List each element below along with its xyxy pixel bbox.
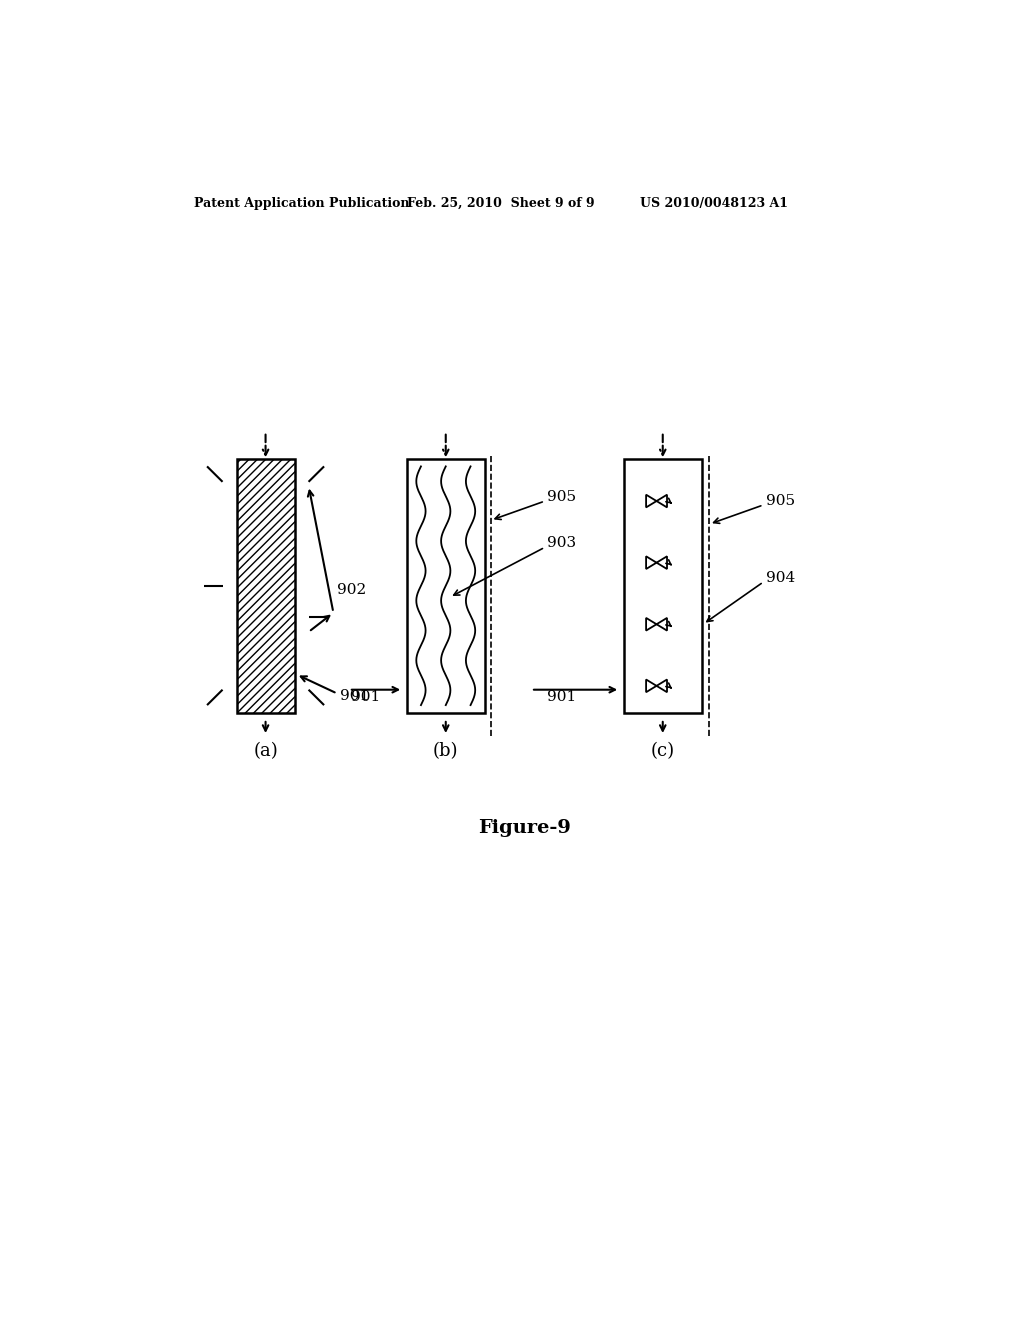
Text: 905: 905 [547,490,577,504]
Bar [237,459,295,713]
Text: 904: 904 [766,572,795,585]
Bar [237,459,295,713]
Text: 901: 901 [351,690,381,705]
Text: (b): (b) [433,742,459,760]
Text: Figure-9: Figure-9 [478,820,571,837]
Bar [407,459,484,713]
Text: 901: 901 [340,689,369,702]
Text: 905: 905 [766,494,795,508]
Text: Feb. 25, 2010  Sheet 9 of 9: Feb. 25, 2010 Sheet 9 of 9 [407,197,595,210]
Text: 902: 902 [337,582,367,597]
Text: US 2010/0048123 A1: US 2010/0048123 A1 [640,197,787,210]
Bar [624,459,701,713]
Text: 903: 903 [547,536,577,550]
Text: 901: 901 [547,690,577,705]
Text: (a): (a) [253,742,278,760]
Text: (c): (c) [650,742,675,760]
Text: Patent Application Publication: Patent Application Publication [194,197,410,210]
